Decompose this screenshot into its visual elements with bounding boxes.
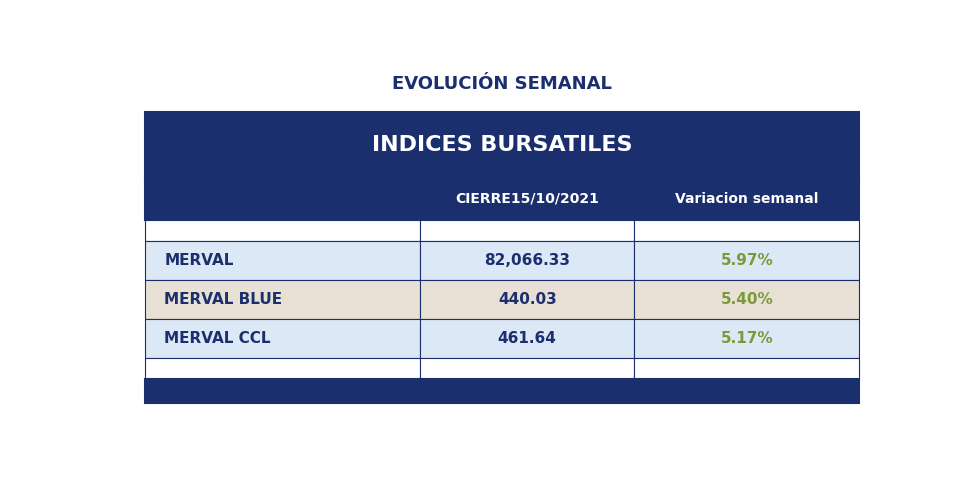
Bar [145, 241, 420, 280]
Text: MERVAL CCL: MERVAL CCL [165, 331, 270, 346]
Bar [634, 280, 859, 319]
Bar [145, 177, 420, 220]
Text: MERVAL: MERVAL [165, 253, 233, 268]
Bar [634, 220, 859, 241]
Text: EVOLUCIÓN SEMANAL: EVOLUCIÓN SEMANAL [392, 75, 612, 93]
Bar [145, 112, 859, 177]
Bar [634, 177, 859, 220]
Bar [420, 177, 634, 220]
Bar [634, 241, 859, 280]
Bar [634, 358, 859, 378]
Text: 5.97%: 5.97% [720, 253, 773, 268]
Bar [634, 319, 859, 358]
Text: 5.17%: 5.17% [720, 331, 773, 346]
Text: INDICES BURSATILES: INDICES BURSATILES [372, 135, 632, 155]
Text: Variacion semanal: Variacion semanal [675, 192, 818, 206]
Text: 82,066.33: 82,066.33 [484, 253, 570, 268]
Text: 461.64: 461.64 [498, 331, 557, 346]
Text: 440.03: 440.03 [498, 292, 557, 307]
Bar [420, 378, 634, 403]
Bar [420, 319, 634, 358]
Bar [145, 220, 420, 241]
Bar [420, 280, 634, 319]
Bar [145, 358, 420, 378]
Bar [420, 220, 634, 241]
Text: CIERRE15/10/2021: CIERRE15/10/2021 [456, 192, 599, 206]
Text: MERVAL BLUE: MERVAL BLUE [165, 292, 282, 307]
Bar [145, 378, 420, 403]
Bar [420, 241, 634, 280]
Text: 5.40%: 5.40% [720, 292, 773, 307]
Bar [634, 378, 859, 403]
Bar [420, 358, 634, 378]
Bar [145, 280, 420, 319]
Bar [145, 319, 420, 358]
